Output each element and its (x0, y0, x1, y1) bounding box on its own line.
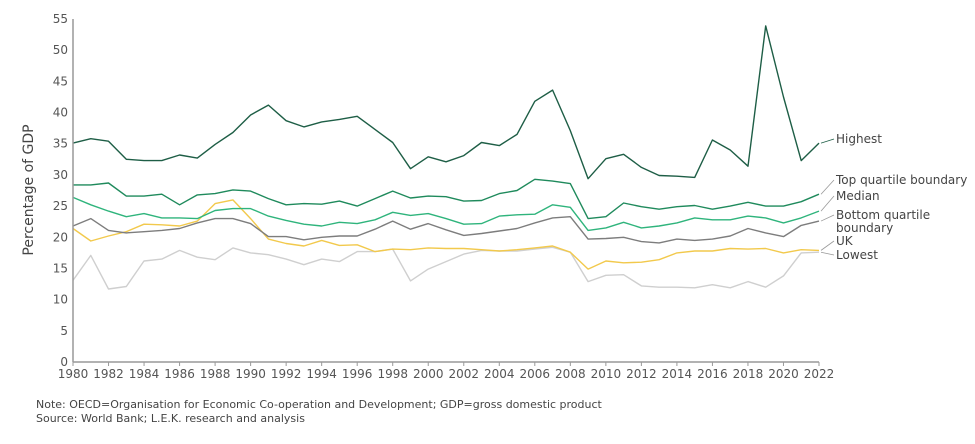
x-tick-label: 1988 (200, 367, 231, 381)
series-label: Bottom quartile (836, 208, 930, 222)
y-tick-label: 10 (53, 293, 68, 307)
x-tick-label: 1992 (271, 367, 302, 381)
series-label: Median (836, 189, 880, 203)
y-tick-label: 50 (53, 43, 68, 57)
y-tick-label: 55 (53, 12, 68, 26)
series-label: Top quartile boundary (835, 173, 967, 187)
series-line-median (72, 196, 820, 232)
series-label: Highest (836, 132, 882, 146)
y-tick-label: 25 (53, 199, 68, 213)
line-chart: Percentage of GDP 0 5 10 15 20 25 30 35 40 45 50 55… (21, 12, 967, 381)
y-axis-label: Percentage of GDP (21, 124, 37, 255)
y-tick-label: 15 (53, 261, 68, 275)
y-tick-label: 40 (53, 106, 68, 120)
x-tick-label: 1990 (235, 367, 266, 381)
x-tick-label: 2006 (520, 367, 551, 381)
y-tick-label: 0 (60, 355, 68, 369)
x-tick-label: 1994 (306, 367, 337, 381)
x-tick-label: 2018 (733, 367, 764, 381)
footnote: Note: OECD=Organisation for Economic Co-… (36, 398, 602, 411)
x-tick-label: 2000 (413, 367, 444, 381)
x-tick-label: 2016 (697, 367, 728, 381)
series-line-uk (72, 199, 820, 270)
x-tick-label: 2022 (804, 367, 835, 381)
x-tick-label: 2010 (591, 367, 622, 381)
x-tick-label: 1998 (377, 367, 408, 381)
x-tick-label: 1986 (164, 367, 195, 381)
series-line-lowest (72, 246, 820, 290)
x-tick-label: 1996 (342, 367, 373, 381)
x-tick-label: 1980 (58, 367, 89, 381)
x-tick-label: 2004 (484, 367, 515, 381)
label-leader-line (820, 138, 835, 144)
y-tick-label: 45 (53, 74, 68, 88)
series-line-bottom-quartile-boundary (72, 215, 820, 244)
x-tick-label: 1984 (129, 367, 160, 381)
series-label: boundary (836, 221, 893, 235)
source-note: Source: World Bank; L.E.K. research and … (36, 412, 305, 425)
label-leader-line (820, 195, 835, 212)
x-tick-label: 2014 (662, 367, 693, 381)
series-label: UK (836, 234, 854, 248)
y-tick-label: 30 (53, 168, 68, 182)
label-leader-line (820, 214, 835, 222)
x-tick-label: 2008 (555, 367, 586, 381)
y-tick-label: 35 (53, 137, 68, 151)
series-line-top-quartile-boundary (73, 178, 820, 220)
x-tick-label: 1982 (93, 367, 124, 381)
label-leader-line (820, 179, 835, 195)
series-line-highest (72, 25, 820, 180)
label-leader-line (820, 240, 835, 251)
x-tick-label: 2012 (626, 367, 657, 381)
x-tick-label: 2002 (448, 367, 479, 381)
label-leader-line (820, 251, 835, 256)
series-label: Lowest (836, 248, 878, 262)
y-tick-label: 5 (60, 324, 68, 338)
y-tick-label: 20 (53, 230, 68, 244)
x-tick-label: 2020 (768, 367, 799, 381)
